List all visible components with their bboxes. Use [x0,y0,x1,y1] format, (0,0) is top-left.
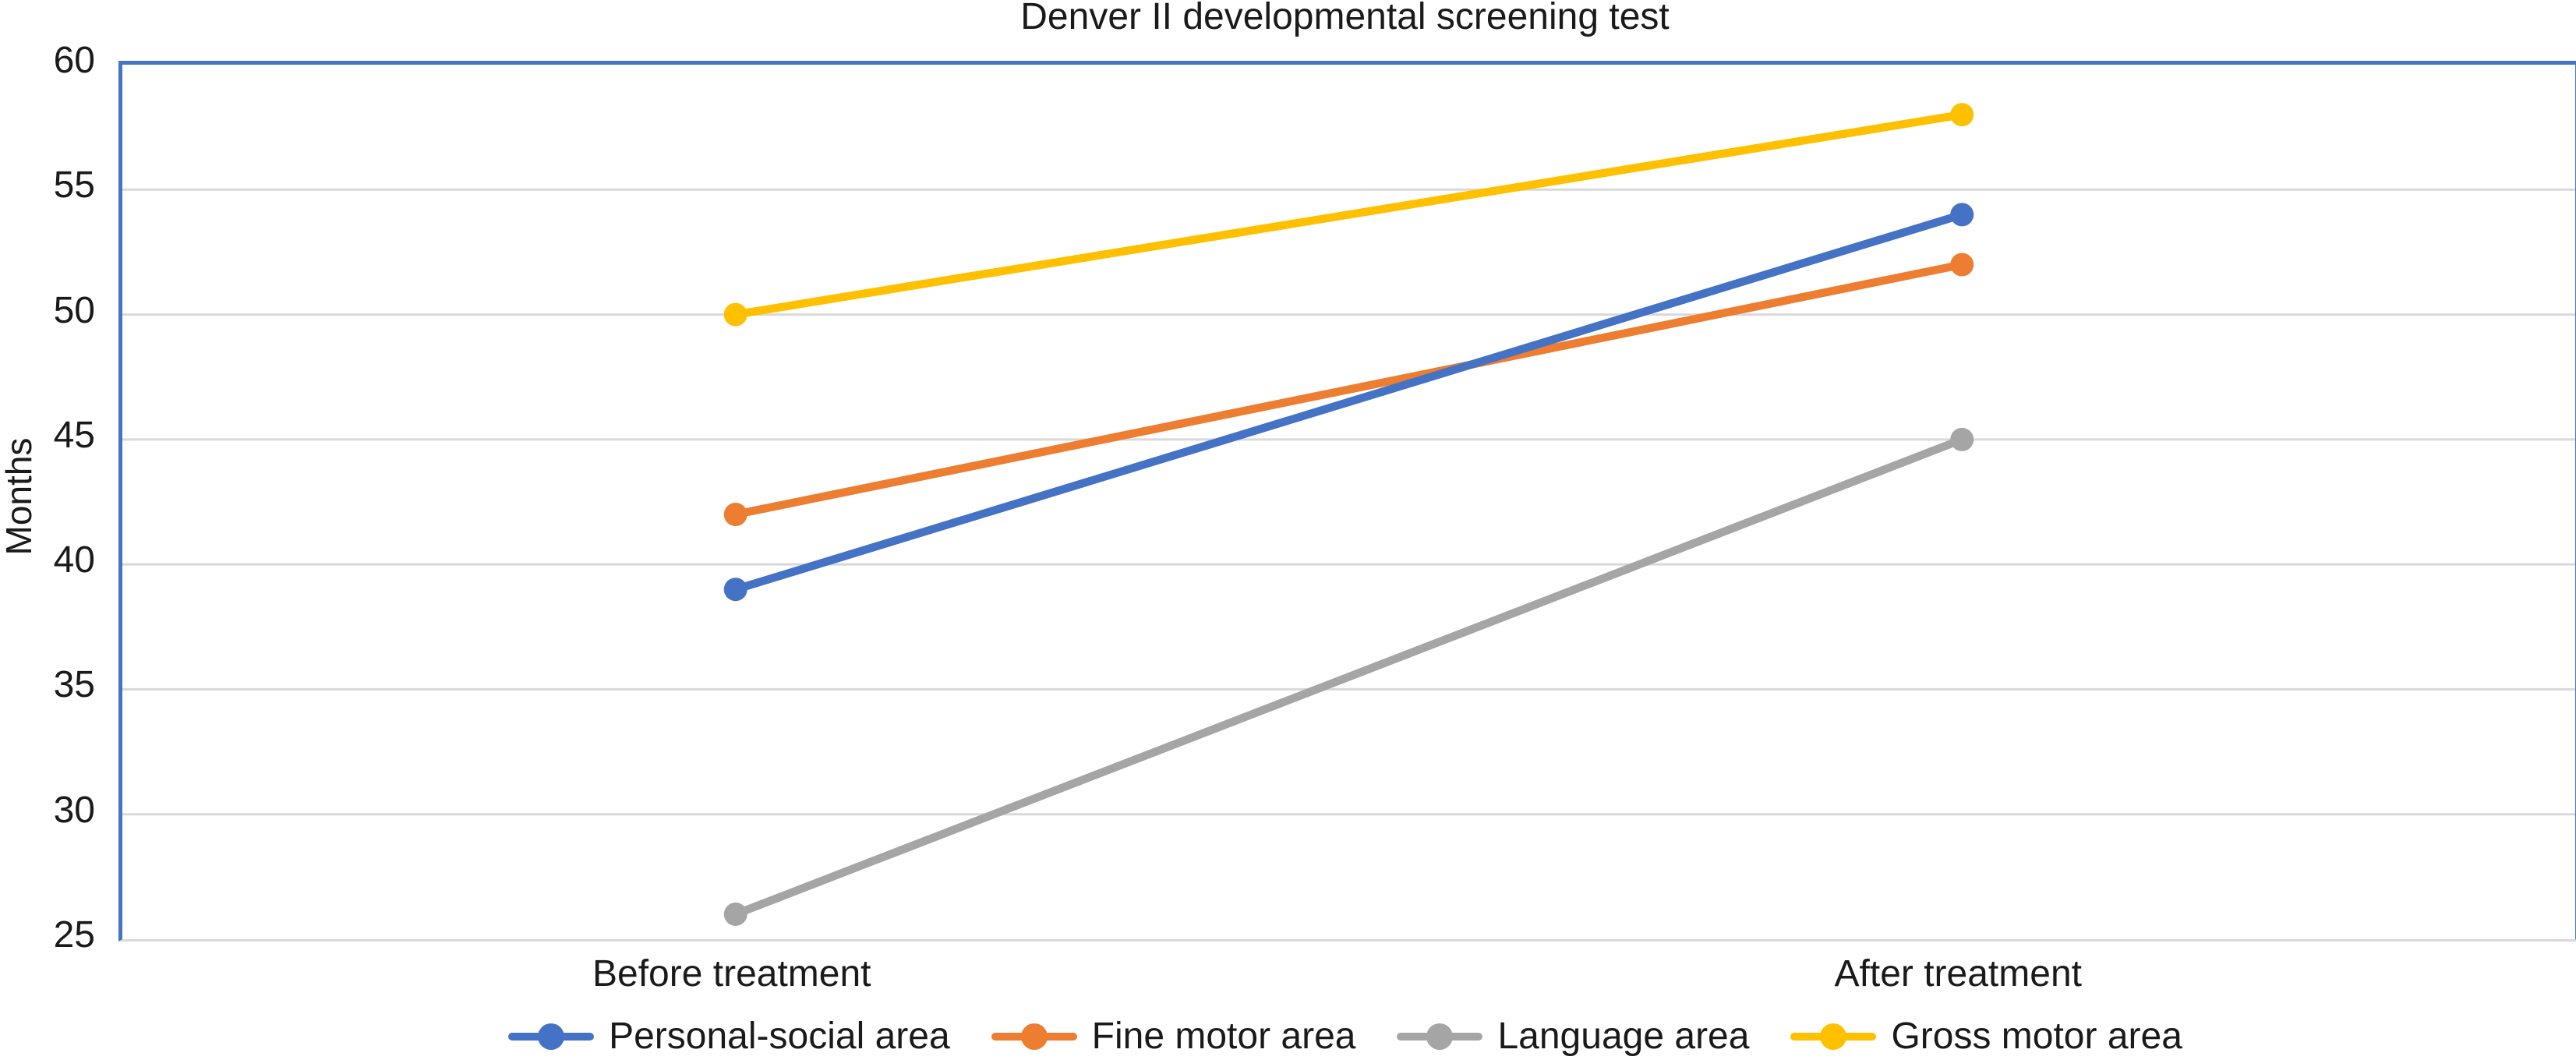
y-tick-label-60: 60 [53,40,95,81]
legend-marker-fine-motor-area [991,1023,1077,1050]
y-tick-label-50: 50 [53,289,95,331]
y-tick-label-55: 55 [53,164,95,207]
legend-item-language-area: Language area [1396,1015,1749,1058]
plot-svg [122,103,2575,926]
legend-item-fine-motor-area: Fine motor area [991,1015,1356,1058]
marker-personal-social-area-before-treatment [723,578,747,602]
marker-gross-motor-area-before-treatment [723,302,747,327]
y-axis-tick-labels: 25 30 35 40 45 50 55 60 [0,0,95,1060]
y-tick-label-45: 45 [53,414,95,456]
y-tick-label-40: 40 [53,539,95,581]
y-tick-label-25: 25 [53,914,95,956]
legend-label-fine-motor-area: Fine motor area [1091,1016,1356,1057]
marker-language-area-before-treatment [723,902,747,926]
series-line-language-area [731,435,1966,919]
legend-dot-fine-motor-area [1020,1023,1048,1050]
legend-marker-personal-social-area [508,1023,595,1050]
legend-marker-gross-motor-area [1790,1023,1877,1050]
y-tick-label-35: 35 [53,664,95,706]
series-line-fine-motor-area [731,260,1966,519]
chart-title: Denver II developmental screening test [1020,0,1670,37]
marker-language-area-after-treatment [1950,427,1974,451]
legend-marker-language-area [1397,1023,1483,1050]
legend-label-gross-motor-area: Gross motor area [1891,1016,2182,1057]
x-tick-label-before-treatment: Before treatment [592,953,871,995]
legend: Personal-social area Fine motor area Langu… [118,1015,2571,1058]
plot-area [118,61,2576,942]
series-line-personal-social-area [731,210,1966,594]
legend-dot-language-area [1426,1023,1454,1050]
legend-label-personal-social-area: Personal-social area [609,1016,950,1057]
marker-fine-motor-area-after-treatment [1950,253,1974,277]
legend-item-personal-social-area: Personal-social area [507,1015,950,1058]
y-tick-label-30: 30 [53,789,95,831]
x-tick-label-after-treatment: After treatment [1834,953,2082,995]
legend-dot-personal-social-area [538,1023,565,1050]
marker-personal-social-area-after-treatment [1950,203,1974,227]
legend-label-language-area: Language area [1497,1016,1750,1057]
marker-gross-motor-area-after-treatment [1950,103,1974,127]
legend-item-gross-motor-area: Gross motor area [1790,1015,2182,1058]
legend-dot-gross-motor-area [1820,1023,1847,1050]
marker-fine-motor-area-before-treatment [723,503,747,527]
series-line-gross-motor-area [731,110,1966,319]
